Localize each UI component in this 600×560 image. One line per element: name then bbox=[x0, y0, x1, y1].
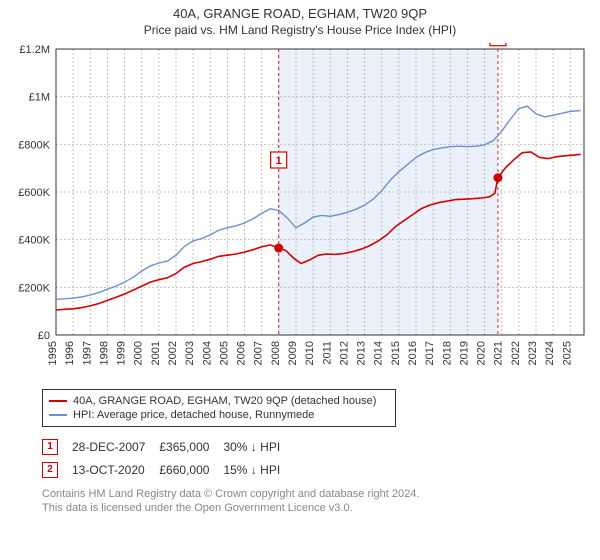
svg-text:1999: 1999 bbox=[116, 341, 128, 365]
svg-text:£800K: £800K bbox=[18, 139, 50, 151]
svg-text:2001: 2001 bbox=[150, 341, 162, 365]
svg-text:2008: 2008 bbox=[270, 341, 282, 365]
svg-text:2012: 2012 bbox=[338, 341, 350, 365]
svg-text:2009: 2009 bbox=[287, 341, 299, 365]
chart-subtitle: Price paid vs. HM Land Registry's House … bbox=[6, 23, 594, 37]
sale-marker-2: 2 bbox=[42, 462, 58, 478]
svg-text:2002: 2002 bbox=[167, 341, 179, 365]
svg-text:2021: 2021 bbox=[493, 341, 505, 365]
svg-text:£600K: £600K bbox=[18, 187, 50, 199]
svg-text:2020: 2020 bbox=[476, 341, 488, 365]
svg-text:2005: 2005 bbox=[218, 341, 230, 365]
svg-text:£200K: £200K bbox=[18, 282, 50, 294]
chart-title: 40A, GRANGE ROAD, EGHAM, TW20 9QP bbox=[6, 6, 594, 21]
svg-text:2018: 2018 bbox=[441, 341, 453, 365]
sale-hpi-2: 15% ↓ HPI bbox=[223, 458, 294, 481]
legend-label-1: 40A, GRANGE ROAD, EGHAM, TW20 9QP (detac… bbox=[73, 395, 376, 407]
legend: 40A, GRANGE ROAD, EGHAM, TW20 9QP (detac… bbox=[42, 389, 396, 427]
svg-text:1997: 1997 bbox=[81, 341, 93, 365]
svg-text:2013: 2013 bbox=[356, 341, 368, 365]
svg-text:2023: 2023 bbox=[527, 341, 539, 365]
svg-text:2011: 2011 bbox=[321, 341, 333, 365]
svg-text:2010: 2010 bbox=[304, 341, 316, 365]
svg-text:2003: 2003 bbox=[184, 341, 196, 365]
sale-row-1: 1 28-DEC-2007 £365,000 30% ↓ HPI bbox=[42, 435, 294, 458]
svg-text:1998: 1998 bbox=[98, 341, 110, 365]
sale-row-2: 2 13-OCT-2020 £660,000 15% ↓ HPI bbox=[42, 458, 294, 481]
legend-item-series1: 40A, GRANGE ROAD, EGHAM, TW20 9QP (detac… bbox=[49, 394, 389, 408]
svg-text:2006: 2006 bbox=[236, 341, 248, 365]
svg-text:£400K: £400K bbox=[18, 235, 50, 247]
sale-price-1: £365,000 bbox=[159, 435, 223, 458]
sale-marker-1: 1 bbox=[42, 439, 58, 455]
svg-text:2000: 2000 bbox=[133, 341, 145, 365]
svg-text:2022: 2022 bbox=[510, 341, 522, 365]
sale-date-2: 13-OCT-2020 bbox=[72, 458, 159, 481]
svg-text:2015: 2015 bbox=[390, 341, 402, 365]
svg-text:1: 1 bbox=[276, 155, 282, 167]
svg-text:2007: 2007 bbox=[253, 341, 265, 365]
svg-text:1995: 1995 bbox=[47, 341, 59, 365]
svg-text:2025: 2025 bbox=[561, 341, 573, 365]
svg-text:£1M: £1M bbox=[29, 92, 50, 104]
svg-text:2: 2 bbox=[495, 43, 501, 45]
sale-date-1: 28-DEC-2007 bbox=[72, 435, 159, 458]
price-chart: £0 £200K £400K £600K £800K £1M £1.2M 1995 1996 19… bbox=[6, 43, 594, 383]
svg-text:2024: 2024 bbox=[544, 341, 556, 365]
svg-text:2004: 2004 bbox=[201, 341, 213, 365]
svg-text:2019: 2019 bbox=[458, 341, 470, 365]
svg-text:2014: 2014 bbox=[373, 341, 385, 365]
legend-label-2: HPI: Average price, detached house, Runn… bbox=[73, 409, 314, 421]
sale-hpi-1: 30% ↓ HPI bbox=[223, 435, 294, 458]
svg-text:1996: 1996 bbox=[64, 341, 76, 365]
svg-text:£0: £0 bbox=[38, 330, 50, 342]
svg-text:2017: 2017 bbox=[424, 341, 436, 365]
legend-item-series2: HPI: Average price, detached house, Runn… bbox=[49, 408, 389, 422]
sales-table: 1 28-DEC-2007 £365,000 30% ↓ HPI 2 13-OC… bbox=[42, 435, 594, 481]
svg-text:£1.2M: £1.2M bbox=[19, 44, 50, 56]
sale-price-2: £660,000 bbox=[159, 458, 223, 481]
attribution: Contains HM Land Registry data © Crown c… bbox=[42, 487, 594, 516]
svg-text:2016: 2016 bbox=[407, 341, 419, 365]
